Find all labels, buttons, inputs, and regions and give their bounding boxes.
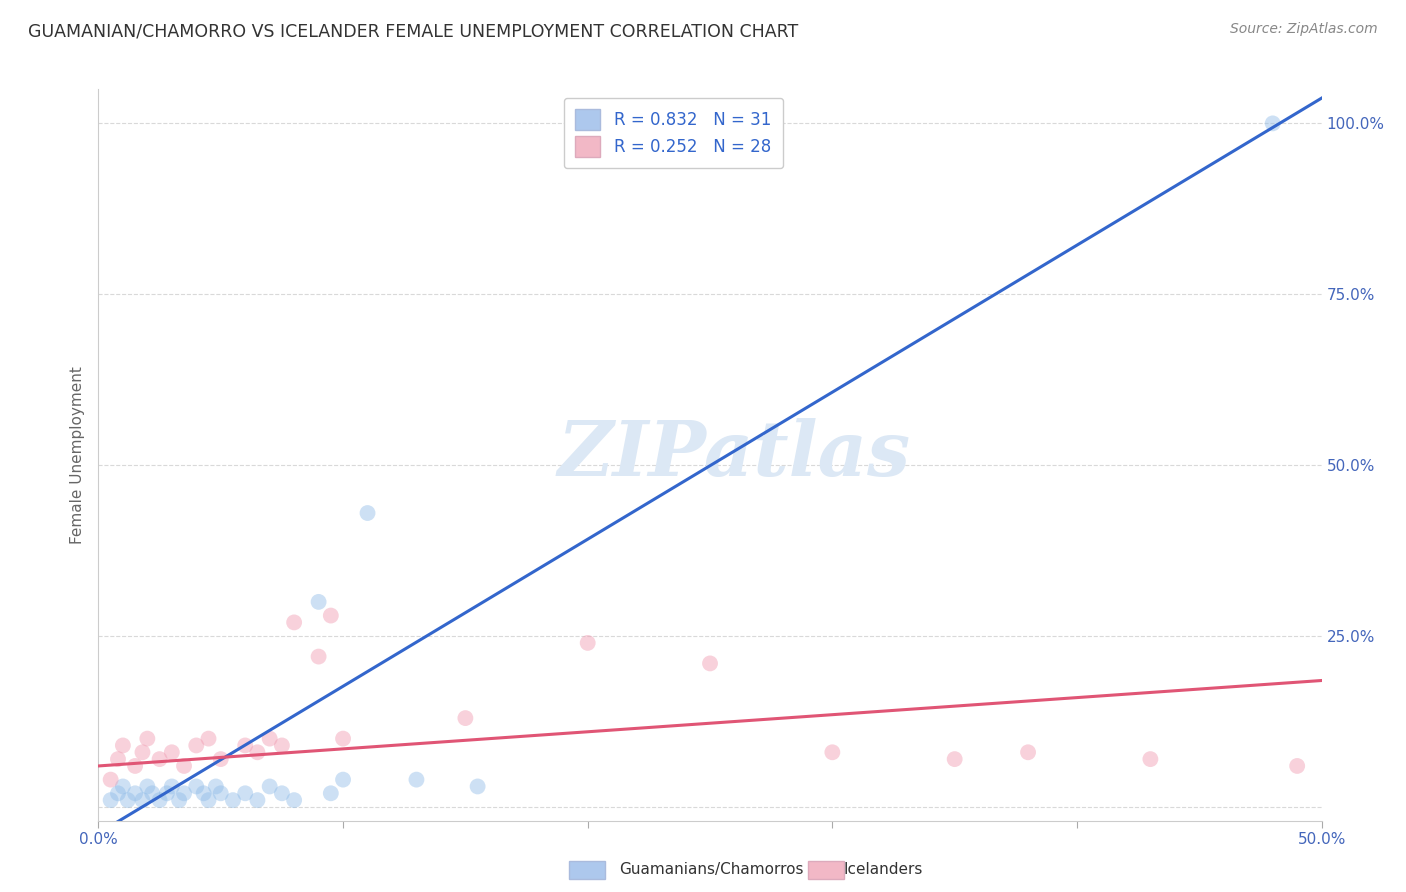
Point bbox=[467, 780, 489, 794]
Point bbox=[209, 786, 232, 800]
Point bbox=[167, 793, 190, 807]
Point bbox=[111, 780, 134, 794]
Point bbox=[141, 786, 163, 800]
Point bbox=[259, 731, 281, 746]
Point bbox=[186, 739, 208, 753]
Point bbox=[319, 608, 342, 623]
Text: Source: ZipAtlas.com: Source: ZipAtlas.com bbox=[1230, 22, 1378, 37]
Point bbox=[149, 793, 172, 807]
Point bbox=[160, 745, 183, 759]
Y-axis label: Female Unemployment: Female Unemployment bbox=[70, 366, 86, 544]
Point bbox=[270, 786, 294, 800]
Point bbox=[319, 786, 342, 800]
Point bbox=[111, 739, 134, 753]
Point bbox=[124, 786, 146, 800]
Point bbox=[107, 786, 129, 800]
Point bbox=[222, 793, 245, 807]
Point bbox=[283, 615, 305, 630]
Point bbox=[308, 649, 330, 664]
Point bbox=[1017, 745, 1039, 759]
Point bbox=[124, 759, 146, 773]
Point bbox=[197, 731, 219, 746]
Point bbox=[117, 793, 139, 807]
Text: Icelanders: Icelanders bbox=[844, 863, 922, 877]
Point bbox=[259, 780, 281, 794]
Point bbox=[100, 793, 122, 807]
Point bbox=[205, 780, 228, 794]
Point bbox=[356, 506, 378, 520]
Point bbox=[332, 731, 354, 746]
Point bbox=[156, 786, 179, 800]
Point bbox=[270, 739, 294, 753]
Point bbox=[699, 657, 721, 671]
Point bbox=[246, 745, 269, 759]
Point bbox=[1261, 116, 1284, 130]
Point bbox=[136, 731, 159, 746]
Point bbox=[233, 786, 256, 800]
Point bbox=[209, 752, 232, 766]
Point bbox=[131, 793, 153, 807]
Point bbox=[454, 711, 477, 725]
Point bbox=[405, 772, 427, 787]
Point bbox=[233, 739, 256, 753]
Legend: R = 0.832   N = 31, R = 0.252   N = 28: R = 0.832 N = 31, R = 0.252 N = 28 bbox=[564, 97, 783, 169]
Point bbox=[107, 752, 129, 766]
Point bbox=[149, 752, 172, 766]
Point bbox=[160, 780, 183, 794]
Point bbox=[193, 786, 215, 800]
Text: Guamanians/Chamorros: Guamanians/Chamorros bbox=[619, 863, 803, 877]
Point bbox=[100, 772, 122, 787]
Point bbox=[131, 745, 153, 759]
Point bbox=[1139, 752, 1161, 766]
Point bbox=[943, 752, 966, 766]
Point bbox=[246, 793, 269, 807]
Point bbox=[1286, 759, 1309, 773]
Text: ZIPatlas: ZIPatlas bbox=[558, 418, 911, 491]
Point bbox=[576, 636, 599, 650]
Text: GUAMANIAN/CHAMORRO VS ICELANDER FEMALE UNEMPLOYMENT CORRELATION CHART: GUAMANIAN/CHAMORRO VS ICELANDER FEMALE U… bbox=[28, 22, 799, 40]
Point bbox=[821, 745, 844, 759]
Point bbox=[283, 793, 305, 807]
Point bbox=[186, 780, 208, 794]
Point bbox=[173, 759, 195, 773]
Point bbox=[136, 780, 159, 794]
Point bbox=[173, 786, 195, 800]
Point bbox=[308, 595, 330, 609]
Point bbox=[197, 793, 219, 807]
Point bbox=[332, 772, 354, 787]
